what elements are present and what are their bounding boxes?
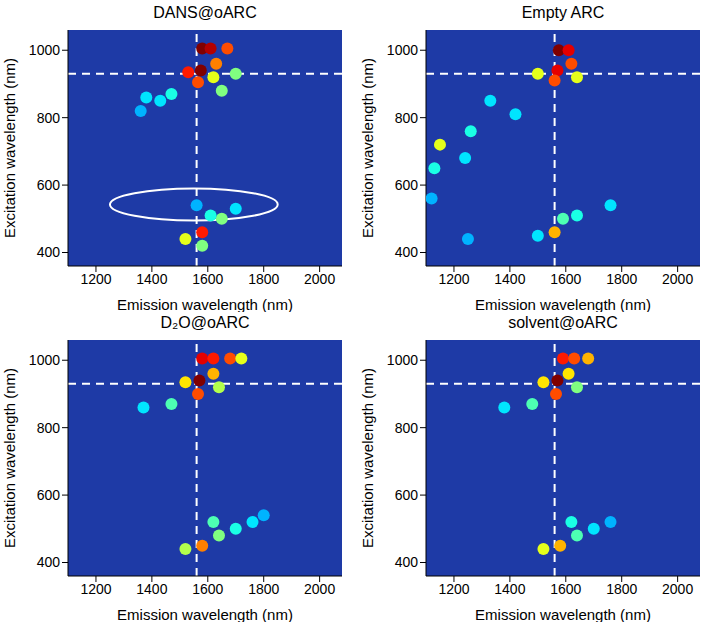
svg-text:Excitation wavelength (nm): Excitation wavelength (nm) xyxy=(2,58,18,238)
svg-text:Excitation wavelength (nm): Excitation wavelength (nm) xyxy=(360,368,376,548)
svg-text:2000: 2000 xyxy=(662,581,693,597)
svg-text:Emission wavelength (nm): Emission wavelength (nm) xyxy=(475,606,651,622)
svg-text:1000: 1000 xyxy=(29,42,60,58)
svg-text:1200: 1200 xyxy=(438,271,469,287)
svg-text:1400: 1400 xyxy=(494,581,525,597)
svg-text:1600: 1600 xyxy=(550,271,581,287)
svg-text:1600: 1600 xyxy=(550,581,581,597)
svg-text:1000: 1000 xyxy=(29,352,60,368)
svg-text:1000: 1000 xyxy=(387,352,418,368)
svg-text:800: 800 xyxy=(37,420,61,436)
svg-text:600: 600 xyxy=(395,487,419,503)
svg-text:400: 400 xyxy=(37,554,61,570)
html-text:solvent@oARC: solvent@oARC xyxy=(508,314,618,331)
svg-text:1800: 1800 xyxy=(248,271,279,287)
svg-text:Emission wavelength (nm): Emission wavelength (nm) xyxy=(117,296,293,312)
svg-text:600: 600 xyxy=(37,177,61,193)
svg-text:2000: 2000 xyxy=(304,271,335,287)
svg-text:Excitation wavelength (nm): Excitation wavelength (nm) xyxy=(360,58,376,238)
svg-text:2000: 2000 xyxy=(304,581,335,597)
svg-text:600: 600 xyxy=(395,177,419,193)
svg-text:1200: 1200 xyxy=(80,581,111,597)
svg-text:1000: 1000 xyxy=(387,42,418,58)
svg-text:800: 800 xyxy=(395,110,419,126)
svg-text:800: 800 xyxy=(395,420,419,436)
svg-text:1400: 1400 xyxy=(136,271,167,287)
svg-text:1600: 1600 xyxy=(192,271,223,287)
svg-text:Emission wavelength (nm): Emission wavelength (nm) xyxy=(475,296,651,312)
html-text:DANS@oARC: DANS@oARC xyxy=(153,4,257,21)
html-text:D₂O@oARC: D₂O@oARC xyxy=(160,314,250,331)
svg-text:800: 800 xyxy=(37,110,61,126)
svg-text:1800: 1800 xyxy=(606,271,637,287)
svg-text:400: 400 xyxy=(37,244,61,260)
svg-text:1600: 1600 xyxy=(192,581,223,597)
svg-text:2000: 2000 xyxy=(662,271,693,287)
svg-text:1800: 1800 xyxy=(248,581,279,597)
svg-text:1400: 1400 xyxy=(494,271,525,287)
svg-text:600: 600 xyxy=(37,487,61,503)
html-text:Empty ARC: Empty ARC xyxy=(521,4,605,21)
svg-text:400: 400 xyxy=(395,554,419,570)
svg-text:1200: 1200 xyxy=(438,581,469,597)
svg-text:1800: 1800 xyxy=(606,581,637,597)
svg-text:1400: 1400 xyxy=(136,581,167,597)
svg-text:400: 400 xyxy=(395,244,419,260)
svg-text:Emission wavelength (nm): Emission wavelength (nm) xyxy=(117,606,293,622)
svg-text:Excitation wavelength (nm): Excitation wavelength (nm) xyxy=(2,368,18,548)
svg-text:1200: 1200 xyxy=(80,271,111,287)
